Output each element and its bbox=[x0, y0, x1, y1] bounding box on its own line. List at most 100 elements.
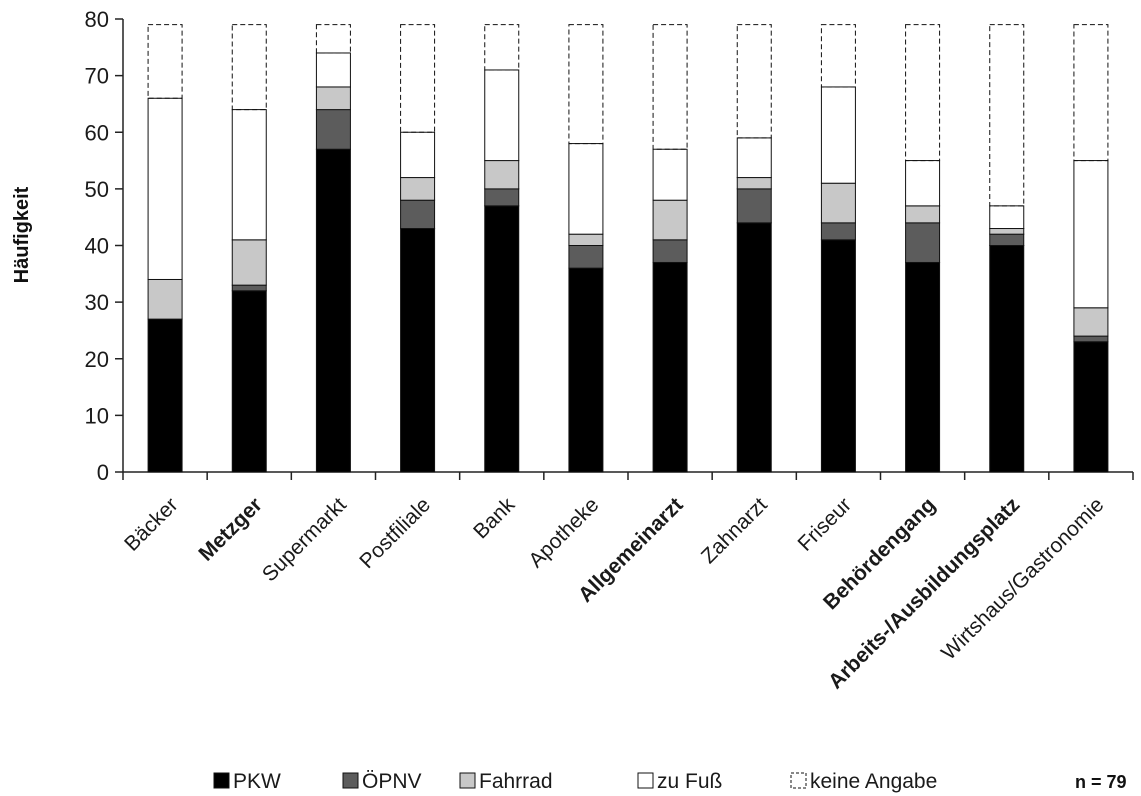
bar-segment-keine-angabe bbox=[400, 24, 436, 133]
bar-segment-zu-fuß bbox=[231, 109, 267, 241]
legend-item: keine Angabe bbox=[790, 770, 937, 793]
y-tick-label: 80 bbox=[85, 7, 109, 32]
bar-segment-pkw bbox=[1073, 341, 1109, 473]
bar-segment-öpnv bbox=[820, 222, 856, 241]
bar-segment-pkw bbox=[484, 205, 520, 473]
bar-stack bbox=[989, 24, 1025, 473]
bar-segment-fahrrad bbox=[400, 177, 436, 201]
x-category-label: Postfiliale bbox=[355, 493, 435, 573]
bar-segment-zu-fuß bbox=[147, 97, 183, 280]
y-axis-label: Häufigkeit bbox=[11, 186, 33, 283]
legend-swatch bbox=[342, 772, 359, 789]
legend-label: PKW bbox=[233, 770, 281, 793]
legend-label: ÖPNV bbox=[362, 770, 422, 793]
bar-segment-keine-angabe bbox=[1073, 24, 1109, 162]
bar-stack bbox=[652, 24, 688, 473]
legend-item: zu Fuß bbox=[637, 770, 722, 793]
bar-segment-fahrrad bbox=[315, 86, 351, 111]
x-category-label: Friseur bbox=[793, 493, 855, 555]
legend-swatch bbox=[459, 772, 476, 789]
bar-segment-öpnv bbox=[484, 188, 520, 207]
bar-segment-fahrrad bbox=[484, 160, 520, 190]
bar-segment-zu-fuß bbox=[568, 143, 604, 235]
bar-stack bbox=[1073, 24, 1109, 473]
x-category-label: Bank bbox=[469, 493, 519, 543]
legend-item: ÖPNV bbox=[342, 770, 422, 793]
bar-segment-fahrrad bbox=[736, 177, 772, 190]
bar-stack bbox=[568, 24, 604, 473]
x-category-label: Bäcker bbox=[120, 493, 182, 555]
bar-segment-keine-angabe bbox=[484, 24, 520, 71]
bar-segment-keine-angabe bbox=[315, 24, 351, 54]
bar-segment-öpnv bbox=[1073, 335, 1109, 343]
y-tick-label: 30 bbox=[85, 290, 109, 315]
y-tick-label: 10 bbox=[85, 403, 109, 428]
bar-segment-pkw bbox=[315, 148, 351, 473]
bar-segment-keine-angabe bbox=[568, 24, 604, 145]
y-tick-label: 60 bbox=[85, 120, 109, 145]
legend: PKW ÖPNV Fahrrad zu Fuß keine Angabe bbox=[213, 770, 937, 793]
y-tick-label: 0 bbox=[97, 460, 109, 485]
bar-stack bbox=[315, 24, 351, 473]
bar-segment-öpnv bbox=[400, 199, 436, 230]
bar-stack bbox=[147, 24, 183, 473]
bar-stack bbox=[905, 24, 941, 473]
bar-segment-fahrrad bbox=[231, 239, 267, 286]
legend-swatch bbox=[637, 772, 654, 789]
bar-segment-keine-angabe bbox=[652, 24, 688, 150]
bar-stack bbox=[484, 24, 520, 473]
bar-segment-pkw bbox=[400, 228, 436, 473]
bar-segment-fahrrad bbox=[147, 278, 183, 320]
bar-segment-pkw bbox=[568, 267, 604, 473]
x-category-label: Zahnarzt bbox=[697, 493, 772, 568]
x-category-label: Metzger bbox=[194, 493, 266, 565]
bar-segment-öpnv bbox=[905, 222, 941, 263]
bar-segment-pkw bbox=[736, 222, 772, 473]
bars-group bbox=[147, 24, 1109, 473]
bar-segment-pkw bbox=[652, 261, 688, 473]
bar-segment-zu-fuß bbox=[484, 69, 520, 162]
bar-stack bbox=[400, 24, 436, 473]
y-tick-label: 50 bbox=[85, 177, 109, 202]
sample-size-note: n = 79 bbox=[1075, 772, 1127, 792]
bar-segment-fahrrad bbox=[1073, 307, 1109, 337]
bar-segment-zu-fuß bbox=[736, 137, 772, 179]
bar-segment-zu-fuß bbox=[989, 205, 1025, 230]
bar-stack bbox=[736, 24, 772, 473]
bar-segment-pkw bbox=[820, 239, 856, 473]
legend-swatch bbox=[213, 772, 230, 789]
bar-segment-öpnv bbox=[736, 188, 772, 224]
bar-segment-öpnv bbox=[231, 284, 267, 292]
plot-area: 0 10 20 30 40 50 60 70 80 bbox=[85, 7, 1134, 485]
legend-item: Fahrrad bbox=[459, 770, 553, 793]
legend-label: zu Fuß bbox=[657, 770, 722, 793]
bar-segment-zu-fuß bbox=[1073, 160, 1109, 309]
legend-item: PKW bbox=[213, 770, 281, 793]
bar-segment-keine-angabe bbox=[736, 24, 772, 139]
x-category-label: Supermarkt bbox=[258, 493, 351, 586]
legend-label: keine Angabe bbox=[810, 770, 937, 793]
y-tick-label: 20 bbox=[85, 347, 109, 372]
bar-segment-keine-angabe bbox=[147, 24, 183, 99]
bar-segment-fahrrad bbox=[989, 228, 1025, 235]
bar-segment-öpnv bbox=[568, 245, 604, 269]
bar-segment-fahrrad bbox=[905, 205, 941, 224]
bar-segment-öpnv bbox=[652, 239, 688, 263]
x-category-label: Apotheke bbox=[524, 493, 603, 572]
bar-segment-pkw bbox=[147, 318, 183, 473]
bar-stack bbox=[820, 24, 856, 473]
bar-segment-zu-fuß bbox=[652, 148, 688, 201]
bar-segment-zu-fuß bbox=[820, 86, 856, 184]
bar-segment-zu-fuß bbox=[905, 160, 941, 207]
x-category-label: Wirtshaus/Gastronomie bbox=[937, 493, 1108, 664]
bar-segment-keine-angabe bbox=[905, 24, 941, 162]
legend-label: Fahrrad bbox=[479, 770, 553, 793]
bar-stack bbox=[231, 24, 267, 473]
legend-swatch bbox=[790, 772, 807, 789]
bar-segment-fahrrad bbox=[568, 233, 604, 247]
bar-segment-keine-angabe bbox=[820, 24, 856, 88]
bar-segment-zu-fuß bbox=[400, 131, 436, 179]
y-tick-label: 40 bbox=[85, 234, 109, 259]
